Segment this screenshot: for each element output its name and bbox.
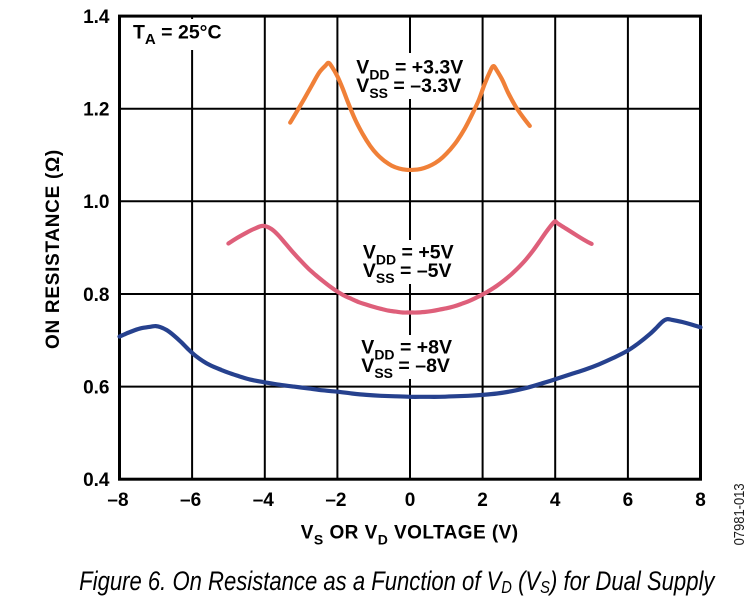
svg-text:VSS = –5V: VSS = –5V bbox=[363, 260, 452, 286]
svg-text:8: 8 bbox=[695, 490, 706, 511]
svg-text:0.8: 0.8 bbox=[83, 285, 109, 306]
svg-text:–6: –6 bbox=[180, 490, 201, 511]
svg-text:0: 0 bbox=[405, 490, 416, 511]
svg-text:1.2: 1.2 bbox=[83, 100, 109, 121]
svg-text:0.4: 0.4 bbox=[83, 470, 110, 491]
svg-text:1.0: 1.0 bbox=[83, 192, 109, 213]
svg-text:0.6: 0.6 bbox=[83, 378, 109, 399]
svg-text:ON RESISTANCE (Ω): ON RESISTANCE (Ω) bbox=[43, 149, 64, 349]
svg-text:4: 4 bbox=[550, 490, 561, 511]
svg-text:VDD = +8V: VDD = +8V bbox=[361, 336, 452, 362]
svg-text:07981-013: 07981-013 bbox=[731, 483, 748, 545]
svg-text:–2: –2 bbox=[325, 490, 346, 511]
svg-text:–4: –4 bbox=[253, 490, 275, 511]
svg-text:6: 6 bbox=[623, 490, 634, 511]
svg-text:1.4: 1.4 bbox=[83, 7, 110, 28]
svg-text:–8: –8 bbox=[107, 490, 128, 511]
svg-text:Figure 6. On Resistance as a F: Figure 6. On Resistance as a Function of… bbox=[79, 567, 716, 597]
svg-text:2: 2 bbox=[477, 490, 488, 511]
svg-text:VS OR VD VOLTAGE (V): VS OR VD VOLTAGE (V) bbox=[301, 523, 519, 548]
